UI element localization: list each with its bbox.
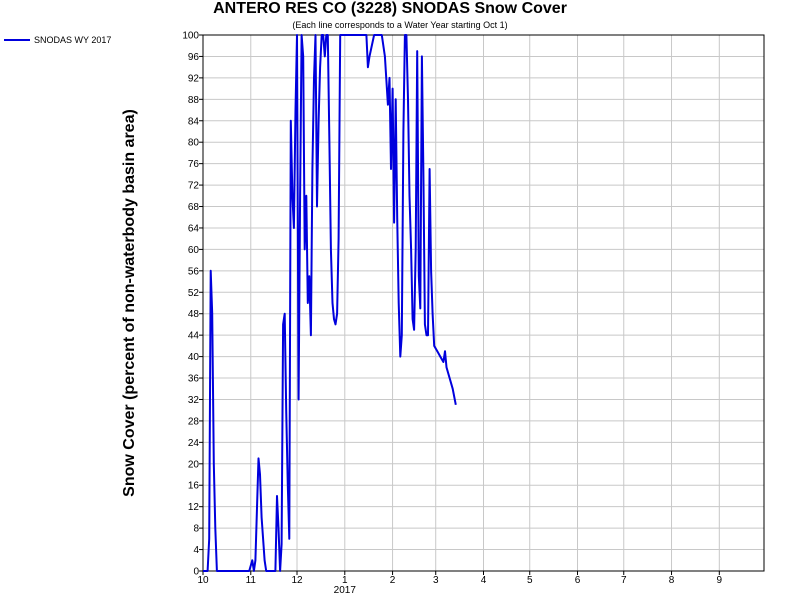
x-tick-label: 10 — [197, 575, 209, 586]
x-tick-label: 8 — [669, 575, 675, 586]
y-tick-label: 100 — [182, 31, 199, 42]
y-tick-label: 36 — [188, 374, 200, 385]
y-tick-label: 72 — [188, 181, 200, 192]
y-tick-label: 32 — [188, 395, 200, 406]
y-tick-label: 28 — [188, 416, 200, 427]
y-tick-label: 16 — [188, 481, 200, 492]
y-axis: 0481216202428323640444852566064687276808… — [182, 31, 203, 578]
x-tick-label: 6 — [575, 575, 581, 586]
y-tick-label: 8 — [193, 524, 199, 535]
x-tick-label: 5 — [527, 575, 533, 586]
x-year-label: 2017 — [334, 585, 357, 596]
y-tick-label: 96 — [188, 52, 200, 63]
x-tick-label: 9 — [717, 575, 723, 586]
x-tick-label: 2 — [390, 575, 396, 586]
legend: SNODAS WY 2017 — [4, 35, 111, 45]
legend-swatch — [4, 39, 30, 41]
y-tick-label: 48 — [188, 309, 200, 320]
legend-label: SNODAS WY 2017 — [34, 35, 112, 45]
x-axis: 10 11 12 1 2 3 4 5 6 7 8 9 — [197, 571, 723, 586]
y-tick-label: 76 — [188, 159, 200, 170]
series-line-wy-2017 — [203, 34, 457, 572]
x-tick-label: 1 — [342, 575, 348, 586]
y-tick-label: 88 — [188, 95, 200, 106]
y-tick-label: 24 — [188, 438, 200, 449]
series-group — [203, 34, 457, 572]
x-tick-label: 4 — [481, 575, 487, 586]
y-tick-label: 20 — [188, 459, 200, 470]
y-tick-label: 52 — [188, 288, 200, 299]
chart-subtitle: (Each line corresponds to a Water Year s… — [292, 20, 508, 30]
y-tick-label: 64 — [188, 223, 200, 234]
y-tick-label: 84 — [188, 116, 200, 127]
y-tick-label: 60 — [188, 245, 200, 256]
y-tick-label: 80 — [188, 138, 200, 149]
y-tick-label: 56 — [188, 266, 200, 277]
y-tick-label: 12 — [188, 502, 200, 513]
x-tick-label: 11 — [246, 575, 257, 586]
y-tick-label: 4 — [193, 545, 199, 556]
y-tick-label: 44 — [188, 331, 200, 342]
x-tick-label: 7 — [621, 575, 627, 586]
chart-title: ANTERO RES CO (3228) SNODAS Snow Cover — [213, 0, 567, 17]
y-axis-label: Snow Cover (percent of non-waterbody bas… — [121, 109, 138, 497]
y-tick-label: 68 — [188, 202, 200, 213]
x-tick-label: 3 — [433, 575, 439, 586]
x-tick-label: 12 — [291, 575, 303, 586]
y-tick-label: 40 — [188, 352, 200, 363]
y-tick-label: 92 — [188, 73, 200, 84]
y-tick-label: 0 — [193, 567, 199, 578]
